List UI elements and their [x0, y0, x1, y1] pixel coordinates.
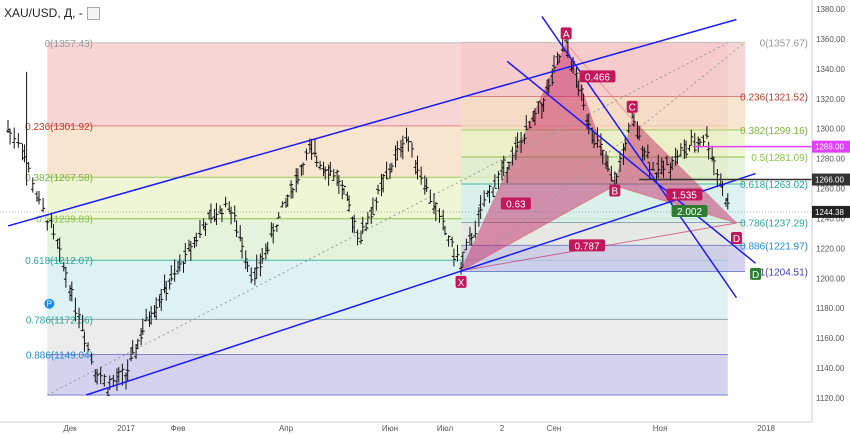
- fib-right-level-label-2: 0.382(1299.16): [740, 126, 808, 137]
- header-separator-2: ,: [72, 6, 76, 20]
- point-label-B: B: [611, 187, 618, 198]
- fib-right-level-label-5: 0.786(1237.29): [740, 219, 808, 230]
- time-tick-4: Июн: [382, 424, 398, 433]
- fib-right-zone-0: [461, 42, 746, 97]
- harmonic-bd: [614, 185, 737, 224]
- trend-lines[interactable]: [0, 16, 812, 396]
- timeframe-label[interactable]: Д: [64, 6, 73, 20]
- ratio-label-0: 0.466: [585, 72, 610, 83]
- fib-right-zone-5: [461, 222, 746, 246]
- ratio-label-4-bg: [671, 204, 708, 217]
- price-tick-label: 1140.00: [816, 364, 845, 373]
- price-tick-label: 1120.00: [816, 394, 845, 403]
- time-tick-5: Июл: [437, 424, 454, 433]
- point-label-C: C: [629, 103, 636, 114]
- price-tick-label: 1260.00: [816, 185, 845, 194]
- price-badge-2: 1244.38: [815, 208, 844, 217]
- fib-right-level-label-0: 0(1357.67): [760, 38, 808, 49]
- diagonal-line-1: [541, 16, 738, 299]
- ratio-label-1-bg: [500, 197, 531, 210]
- time-tick-1: 2017: [117, 424, 135, 433]
- fib-right-trend: [460, 42, 746, 272]
- price-tick-label: 1160.00: [816, 334, 845, 343]
- point-label-C-bg: [626, 100, 638, 113]
- price-tick-label: 1340.00: [816, 65, 845, 74]
- fib-left-level-label-6: 0.886(1149.04): [26, 351, 93, 362]
- time-axis[interactable]: Дек 2017 Фев Апр Июн Июл 2 Сен Ноя 2018: [0, 421, 812, 433]
- ratio-label-0-bg: [579, 70, 616, 83]
- fib-right-zone-1: [461, 96, 746, 130]
- harmonic-xb: [460, 185, 616, 272]
- fib-left-level-label-4: 0.618(1212.07): [25, 256, 93, 267]
- point-label-B-bg: [609, 184, 621, 197]
- p-marker: [44, 298, 55, 309]
- price-tick-label: 1200.00: [816, 274, 845, 283]
- settings-box-icon[interactable]: [86, 6, 100, 20]
- point-label-D-alt-bg: [750, 267, 762, 280]
- time-tick-8: Ноя: [653, 424, 668, 433]
- channel-line-1: [7, 18, 737, 227]
- price-badge-1: 1266.00: [815, 176, 844, 185]
- fib-left-zone-5: [47, 319, 728, 355]
- p-marker-label: P: [47, 300, 52, 309]
- time-tick-0: Дек: [63, 424, 77, 433]
- price-badge-bg-0: [812, 140, 850, 153]
- price-axis[interactable]: 1120.00 1140.00 1160.00 1180.00 1200.00 1220.…: [811, 0, 850, 434]
- time-tick-3: Апр: [279, 424, 294, 433]
- fib-left-level-label-0: 0(1357.43): [45, 39, 93, 50]
- ratio-label-4: 2.002: [677, 207, 702, 218]
- ratio-label-3: 1.535: [672, 191, 697, 202]
- price-tick-label: 1180.00: [816, 304, 845, 313]
- price-tick-label: 1220.00: [816, 244, 845, 253]
- fib-right-level-label-1: 0.236(1321.52): [740, 92, 808, 103]
- channel-line-0: [86, 172, 756, 396]
- price-badge-bg-1: [812, 173, 850, 186]
- price-tick-label: 1280.00: [816, 155, 845, 164]
- price-badge-0: 1288.00: [815, 143, 844, 152]
- price-tick-label: 1320.00: [816, 95, 845, 104]
- point-label-D-bg: [730, 231, 742, 244]
- point-label-D-alt: D: [752, 270, 759, 281]
- symbol-label[interactable]: XAU/USD: [4, 6, 58, 20]
- time-tick-6: 2: [500, 424, 505, 433]
- fib-retracement-right: 0(1357.67) 0.236(1321.52) 0.382(1299.16) 0.…: [461, 38, 808, 279]
- point-label-A: A: [563, 29, 570, 40]
- fib-left-level-label-3: 0.5(1239.83): [36, 215, 93, 226]
- price-tick-label: 1360.00: [816, 35, 845, 44]
- price-badge-bg-2: [812, 205, 850, 218]
- ratio-label-2: 0.787: [575, 241, 600, 252]
- time-tick-9: 2018: [757, 424, 775, 433]
- fib-left-level-label-1: 0.236(1301.92): [25, 122, 93, 133]
- point-label-D: D: [733, 234, 740, 245]
- ratio-label-3-bg: [666, 188, 703, 201]
- ratio-label-1: 0.63: [506, 200, 526, 211]
- chart-header: XAU/USD, Д, -: [0, 0, 100, 26]
- point-label-A-bg: [560, 27, 572, 40]
- chart-labels: X A B C D 0.466 0.63 0.787 1.535 2.002 D P: [44, 27, 762, 309]
- ratio-label-2-bg: [569, 239, 606, 252]
- header-separator: ,: [57, 6, 61, 20]
- price-tick-label: 1380.00: [816, 5, 845, 14]
- change-dash: -: [78, 6, 83, 20]
- price-tick-label: 1300.00: [816, 125, 845, 134]
- price-tick-label: 1240.00: [816, 214, 845, 223]
- point-label-X: X: [458, 278, 465, 289]
- fib-right-level-label-4: 0.618(1263.02): [740, 180, 808, 191]
- fib-left-level-label-5: 0.786(1172.56): [26, 315, 93, 326]
- time-tick-2: Фев: [171, 424, 186, 433]
- fib-left-zone-6: [47, 354, 728, 396]
- point-label-X-bg: [455, 275, 467, 288]
- diagonal-line-0: [506, 60, 757, 264]
- fib-right-level-label-6: 0.886(1221.97): [740, 241, 808, 252]
- fib-left-level-label-2: 0.382(1267.58): [25, 173, 93, 184]
- time-tick-7: Сен: [547, 424, 562, 433]
- fib-right-level-label-7: 1(1204.51): [760, 268, 808, 279]
- fib-right-level-label-3: 0.5(1281.09): [751, 153, 808, 164]
